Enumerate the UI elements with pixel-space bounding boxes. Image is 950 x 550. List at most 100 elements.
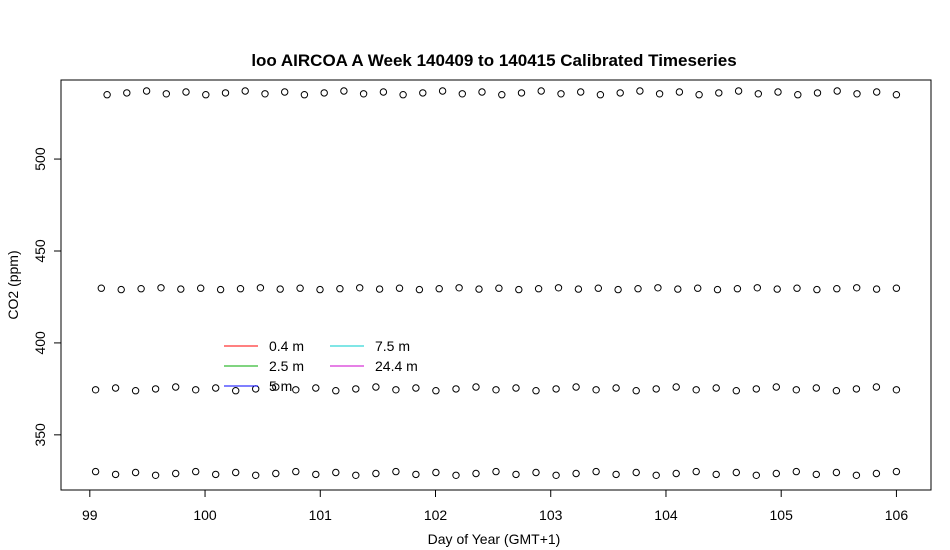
series-2 <box>91 383 901 395</box>
data-point <box>131 387 140 395</box>
data-point <box>652 385 660 393</box>
data-point <box>517 89 526 97</box>
data-point <box>872 285 881 293</box>
data-point <box>577 88 585 96</box>
data-point <box>832 387 841 395</box>
data-point <box>498 91 506 99</box>
data-point <box>734 87 743 95</box>
y-tick-label: 350 <box>32 423 48 447</box>
data-point <box>694 284 702 292</box>
data-point <box>732 468 740 477</box>
legend-label: 24.4 m <box>375 358 418 374</box>
data-point <box>312 384 320 392</box>
data-point <box>872 383 881 391</box>
data-point <box>592 386 600 394</box>
data-point <box>438 87 447 95</box>
data-point <box>296 284 304 292</box>
data-point <box>654 284 662 292</box>
data-point <box>379 88 388 96</box>
data-point <box>395 284 404 292</box>
data-point <box>715 89 723 97</box>
legend-label: 0.4 m <box>269 338 304 354</box>
data-point <box>512 470 520 479</box>
data-point <box>131 468 140 477</box>
x-tick-label: 105 <box>770 507 794 523</box>
data-point <box>754 90 762 98</box>
data-point <box>532 387 540 395</box>
data-point <box>256 284 265 292</box>
data-point <box>435 285 443 293</box>
data-point <box>655 90 664 98</box>
data-point <box>162 90 171 98</box>
y-axis: 350 400 450 500 <box>32 147 62 447</box>
data-point <box>192 467 200 476</box>
data-point <box>356 284 364 292</box>
data-point <box>232 387 240 395</box>
data-point <box>636 87 644 95</box>
data-point <box>452 385 460 393</box>
data-point <box>458 90 466 98</box>
data-point <box>375 285 384 293</box>
series-3 <box>91 467 901 479</box>
data-point <box>232 468 240 477</box>
data-point <box>212 470 220 479</box>
x-tick-label: 106 <box>885 507 909 523</box>
data-point <box>340 87 348 95</box>
data-point <box>832 468 841 477</box>
data-point <box>732 387 740 395</box>
data-point <box>552 385 560 393</box>
data-point <box>392 386 400 394</box>
plot-area-frame <box>60 79 932 491</box>
data-point <box>752 471 760 479</box>
data-point <box>392 467 400 476</box>
data-point <box>111 384 120 392</box>
data-point <box>419 89 427 97</box>
data-point <box>142 87 151 95</box>
x-tick-label: 101 <box>309 507 333 523</box>
data-point <box>320 89 328 97</box>
data-point <box>252 471 260 479</box>
x-tick-label: 103 <box>539 507 563 523</box>
data-point <box>91 386 100 394</box>
data-point <box>892 91 901 99</box>
data-point <box>675 88 684 96</box>
data-point <box>455 284 463 292</box>
data-point <box>752 385 760 393</box>
series-0 <box>103 87 901 99</box>
x-tick-label: 100 <box>193 507 217 523</box>
data-point <box>352 471 360 479</box>
data-point <box>478 88 486 96</box>
chart-title: loo AIRCOA A Week 140409 to 140415 Calib… <box>251 51 736 70</box>
x-axis-label: Day of Year (GMT+1) <box>428 531 561 547</box>
data-point <box>813 285 821 294</box>
data-point <box>813 89 822 97</box>
data-point <box>372 383 380 391</box>
data-point <box>873 88 881 96</box>
data-point <box>652 471 660 479</box>
data-point <box>792 467 800 476</box>
data-point <box>336 285 344 293</box>
data-point <box>852 385 861 393</box>
data-point <box>241 87 249 95</box>
data-points <box>91 87 901 479</box>
legend-label: 7.5 m <box>375 338 410 354</box>
data-point <box>774 88 782 96</box>
data-point <box>272 469 280 478</box>
data-point <box>892 284 901 292</box>
x-tick-label: 99 <box>82 507 98 523</box>
data-point <box>794 91 802 99</box>
data-point <box>534 285 543 293</box>
data-point <box>281 88 289 96</box>
data-point <box>592 467 600 476</box>
data-point <box>733 285 742 293</box>
data-point <box>753 284 761 292</box>
data-point <box>492 386 500 394</box>
data-point <box>432 468 440 477</box>
data-point <box>412 384 420 392</box>
data-point <box>833 285 841 293</box>
data-point <box>852 471 861 479</box>
data-point <box>475 285 483 293</box>
data-point <box>97 284 106 292</box>
data-point <box>853 284 861 292</box>
data-point <box>123 89 131 97</box>
